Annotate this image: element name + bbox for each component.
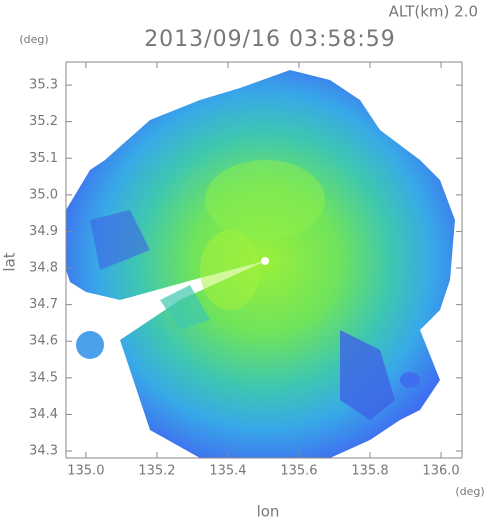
x-tick-label: 135.4 <box>209 464 246 479</box>
y-axis-label: lat <box>1 252 19 271</box>
x-tick-label: 135.0 <box>67 464 104 479</box>
plot-frame <box>65 61 463 459</box>
y-tick-label: 35.0 <box>29 187 58 202</box>
x-tick-label: 135.8 <box>351 464 388 479</box>
y-tick-label: 34.3 <box>29 444 58 459</box>
y-tick-label: 34.7 <box>29 297 58 312</box>
x-unit: (deg) <box>455 485 484 498</box>
x-tick-label: 135.6 <box>280 464 317 479</box>
x-tick-label: 135.2 <box>138 464 175 479</box>
y-tick-label: 34.5 <box>29 370 58 385</box>
y-tick-label: 34.6 <box>29 334 58 349</box>
x-tick-label: 136.0 <box>422 464 459 479</box>
y-tick-label: 34.8 <box>29 261 58 276</box>
y-tick-label: 34.9 <box>29 224 58 239</box>
x-axis-label: lon <box>257 503 280 521</box>
title: 2013/09/16 03:58:59 <box>144 27 396 52</box>
y-tick-label: 34.4 <box>29 407 58 422</box>
radar-echo <box>66 70 455 458</box>
subtitle: ALT(km) 2.0 <box>389 3 478 21</box>
y-tick-label: 35.2 <box>29 114 58 129</box>
y-tick-label: 35.3 <box>29 78 58 93</box>
y-tick-label: 35.1 <box>29 151 58 166</box>
y-unit: (deg) <box>19 33 48 46</box>
